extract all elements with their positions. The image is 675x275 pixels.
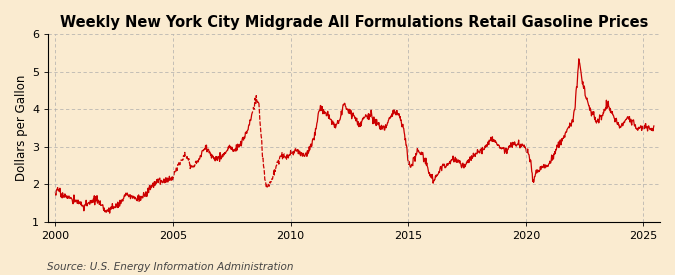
Text: Source: U.S. Energy Information Administration: Source: U.S. Energy Information Administ… xyxy=(47,262,294,272)
Y-axis label: Dollars per Gallon: Dollars per Gallon xyxy=(15,75,28,181)
Title: Weekly New York City Midgrade All Formulations Retail Gasoline Prices: Weekly New York City Midgrade All Formul… xyxy=(60,15,648,30)
